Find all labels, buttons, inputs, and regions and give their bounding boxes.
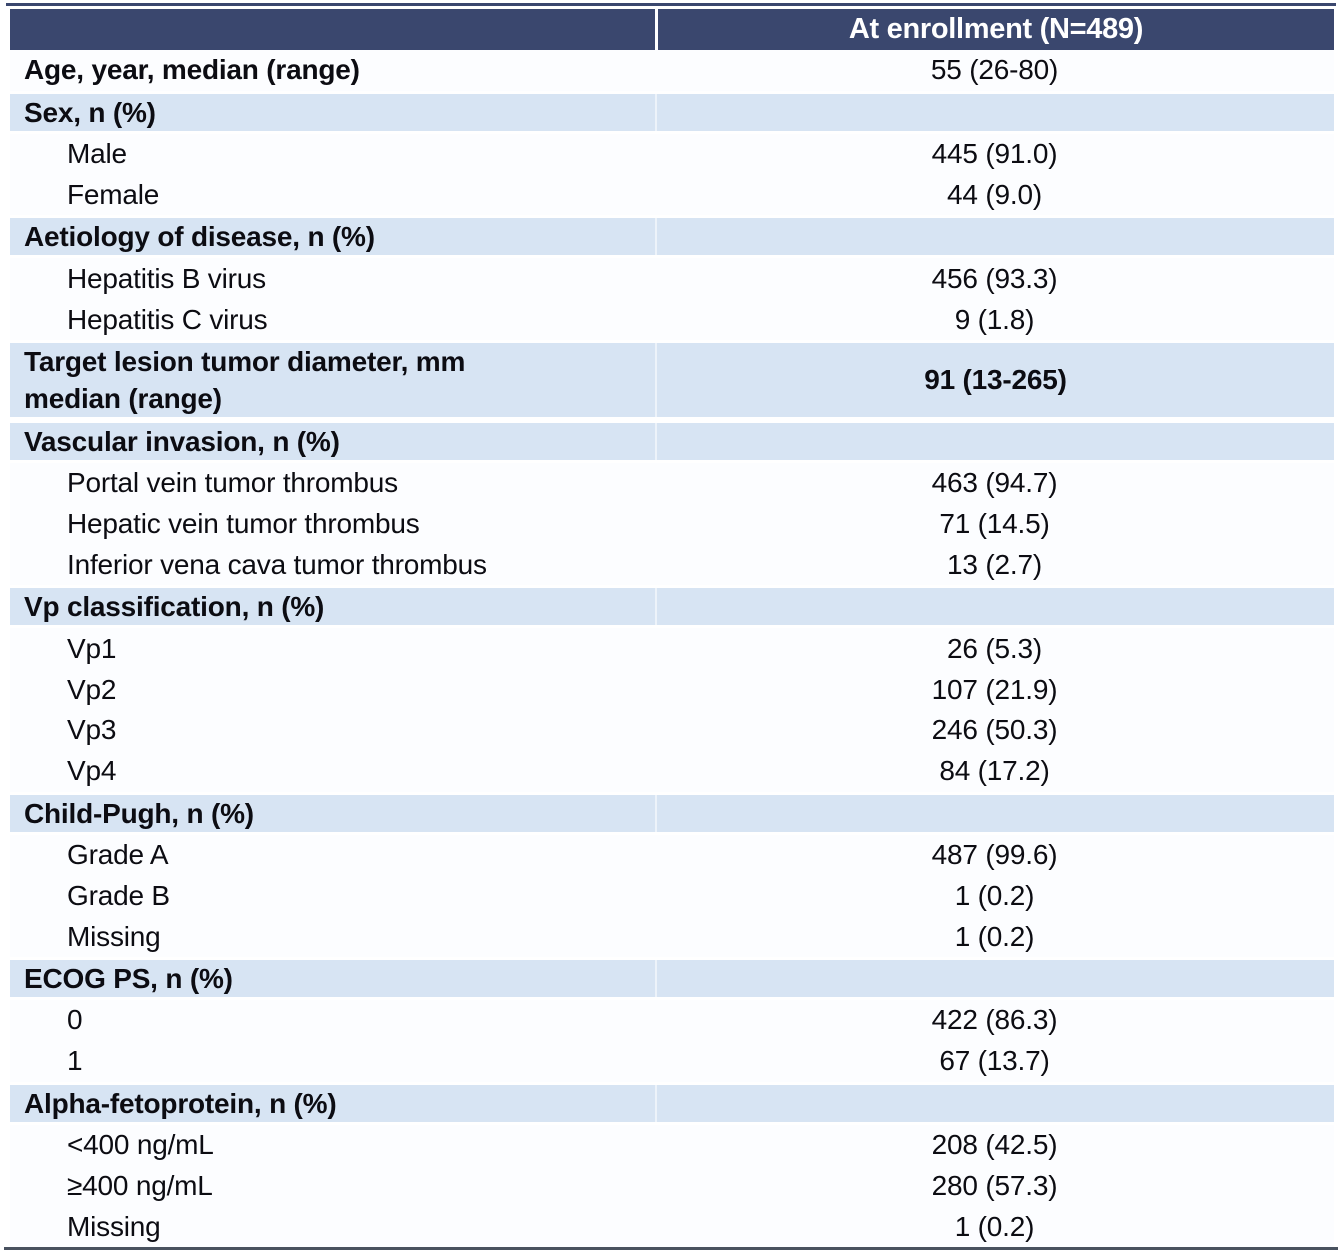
row-label: Missing (67, 920, 161, 952)
table-row: Portal vein tumor thrombus 463 (94.7) (10, 462, 1334, 504)
row-label: ≥400 ng/mL (67, 1169, 213, 1201)
row-label: Vp2 (67, 673, 117, 705)
table-top-rule (6, 3, 1336, 6)
row-value (655, 1084, 1334, 1122)
table-row: Vp4 84 (17.2) (10, 750, 1334, 792)
row-value (655, 422, 1334, 460)
row-value: 456 (93.3) (931, 262, 1058, 294)
row-value (655, 959, 1334, 997)
row-value: 208 (42.5) (931, 1128, 1058, 1160)
row-label: Female (67, 178, 160, 210)
row-label: Portal vein tumor thrombus (67, 467, 398, 499)
table-row: Missing 1 (0.2) (10, 916, 1334, 957)
table-bottom-rule (4, 1246, 1338, 1250)
table-row: Grade B 1 (0.2) (10, 875, 1334, 917)
section-row: Vp classification, n (%) (10, 585, 1334, 629)
table-row: Grade A 487 (99.6) (10, 834, 1334, 876)
table-row: 0 422 (86.3) (10, 999, 1334, 1041)
row-value (655, 218, 1334, 256)
table-row: 1 67 (13.7) (10, 1040, 1334, 1082)
row-value: 71 (14.5) (939, 508, 1050, 540)
row-value: 280 (57.3) (931, 1169, 1058, 1201)
section-row: Alpha-fetoprotein, n (%) (10, 1081, 1334, 1125)
table-row: ≥400 ng/mL 280 (57.3) (10, 1165, 1334, 1207)
row-label: Male (67, 138, 127, 170)
table-row: Vp1 26 (5.3) (10, 628, 1334, 670)
row-value (655, 588, 1334, 626)
row-label: Child-Pugh, n (%) (24, 797, 254, 829)
row-label: Vascular invasion, n (%) (24, 425, 340, 457)
row-value: 1 (0.2) (954, 1210, 1035, 1242)
baseline-characteristics-table: At enrollment (N=489) Age, year, median … (10, 9, 1334, 1247)
table-header-row: At enrollment (N=489) (10, 9, 1334, 50)
table-row: Inferior vena cava tumor thrombus 13 (2.… (10, 544, 1334, 586)
row-value: 55 (26-80) (930, 54, 1059, 86)
row-label: Vp1 (67, 632, 117, 664)
row-value: 67 (13.7) (939, 1045, 1050, 1077)
table-row: Male 445 (91.0) (10, 133, 1334, 175)
table-body: Age, year, median (range) 55 (26-80) Sex… (10, 50, 1334, 1247)
row-value: 1 (0.2) (954, 920, 1035, 952)
row-label: Missing (67, 1210, 161, 1242)
row-value: 13 (2.7) (947, 548, 1042, 580)
row-value: 107 (21.9) (931, 673, 1058, 705)
row-label: Hepatitis C virus (67, 303, 268, 335)
table-row: Age, year, median (range) 55 (26-80) (10, 50, 1334, 91)
header-value-cell: At enrollment (N=489) (655, 9, 1334, 50)
row-label: Sex, n (%) (24, 96, 156, 128)
table-row: Female 44 (9.0) (10, 174, 1334, 216)
row-label: Age, year, median (range) (24, 54, 360, 86)
row-value: 9 (1.8) (954, 303, 1035, 335)
row-value (655, 794, 1334, 832)
table-row: Vp2 107 (21.9) (10, 669, 1334, 710)
section-row: ECOG PS, n (%) (10, 956, 1334, 1000)
row-label: Vp3 (67, 714, 117, 746)
table-row: <400 ng/mL 208 (42.5) (10, 1124, 1334, 1166)
row-label: <400 ng/mL (67, 1128, 214, 1160)
row-label: Aetiology of disease, n (%) (24, 221, 375, 253)
table-row: Hepatitis C virus 9 (1.8) (10, 299, 1334, 340)
row-label: Hepatic vein tumor thrombus (67, 508, 420, 540)
page: At enrollment (N=489) Age, year, median … (0, 3, 1342, 1250)
row-value: 422 (86.3) (931, 1004, 1058, 1036)
table-row: Missing 1 (0.2) (10, 1206, 1334, 1247)
row-value: 91 (13-265) (655, 342, 1334, 417)
row-value (655, 93, 1334, 131)
row-label: Grade A (67, 838, 169, 870)
table-row: Hepatitis B virus 456 (93.3) (10, 258, 1334, 300)
section-row: Target lesion tumor diameter, mm median … (10, 339, 1334, 420)
section-row: Aetiology of disease, n (%) (10, 215, 1334, 259)
table-row: Hepatic vein tumor thrombus 71 (14.5) (10, 503, 1334, 545)
row-label: 1 (67, 1045, 83, 1077)
section-row: Child-Pugh, n (%) (10, 791, 1334, 835)
row-value: 487 (99.6) (931, 838, 1058, 870)
row-label: Hepatitis B virus (67, 262, 266, 294)
row-value: 1 (0.2) (954, 879, 1035, 911)
row-value: 84 (17.2) (939, 755, 1050, 787)
row-label: ECOG PS, n (%) (24, 962, 233, 994)
row-value: 26 (5.3) (947, 632, 1042, 664)
header-label-cell (10, 9, 655, 50)
row-label: Vp4 (67, 755, 117, 787)
row-label: Alpha-fetoprotein, n (%) (24, 1087, 337, 1119)
row-label: Grade B (67, 879, 170, 911)
section-row: Vascular invasion, n (%) (10, 419, 1334, 463)
row-label: 0 (67, 1004, 83, 1036)
table-row: Vp3 246 (50.3) (10, 709, 1334, 751)
row-value: 463 (94.7) (931, 467, 1058, 499)
row-value: 445 (91.0) (931, 138, 1058, 170)
row-label: Inferior vena cava tumor thrombus (67, 548, 487, 580)
row-value: 44 (9.0) (947, 178, 1042, 210)
row-label: Vp classification, n (%) (24, 591, 325, 623)
section-row: Sex, n (%) (10, 90, 1334, 134)
row-value: 246 (50.3) (931, 714, 1058, 746)
row-label: Target lesion tumor diameter, mm median … (24, 345, 466, 414)
